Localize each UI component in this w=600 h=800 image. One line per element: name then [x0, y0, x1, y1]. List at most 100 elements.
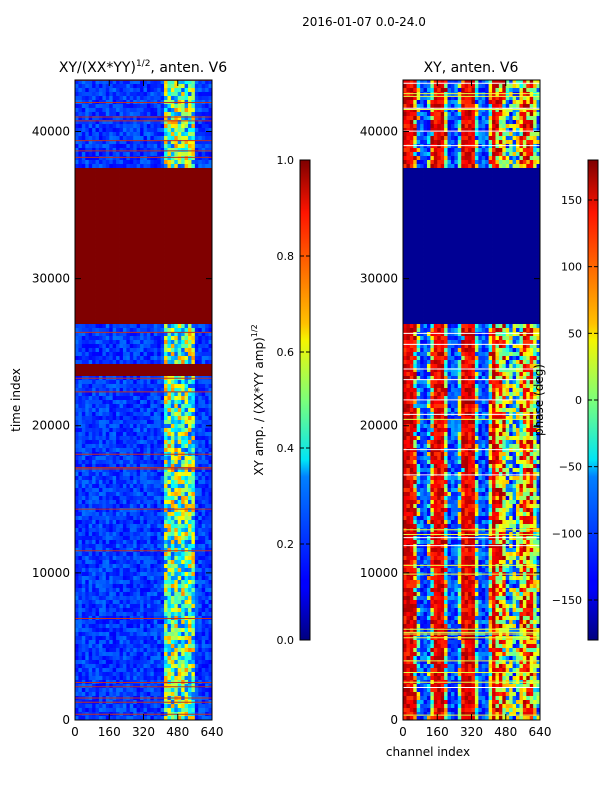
left-heatmap-cell	[153, 132, 158, 137]
left-heatmap-cell	[126, 444, 131, 449]
left-heatmap-cell	[98, 252, 103, 257]
left-heatmap-cell	[174, 532, 179, 537]
left-heatmap-cell	[92, 444, 96, 449]
left-heatmap-cell	[112, 540, 117, 545]
left-heatmap-cell	[198, 272, 203, 277]
left-heatmap-cell	[174, 96, 179, 101]
left-heatmap-cell	[191, 200, 196, 205]
left-heatmap-cell	[102, 504, 107, 509]
left-heatmap-cell	[167, 340, 172, 345]
left-heatmap-cell	[198, 416, 203, 421]
left-heatmap-cell	[122, 292, 127, 297]
left-heatmap-cell	[157, 348, 162, 353]
left-heatmap-cell	[205, 136, 209, 141]
left-heatmap-cell	[184, 540, 189, 545]
left-heatmap-cell	[126, 536, 131, 541]
left-heatmap-cell	[136, 128, 141, 133]
left-heatmap-cell	[78, 468, 83, 473]
left-heatmap-cell	[109, 460, 114, 465]
left-heatmap-cell	[174, 564, 179, 569]
left-heatmap-cell	[133, 124, 138, 129]
left-heatmap-cell	[88, 160, 93, 165]
left-heatmap-cell	[191, 244, 196, 249]
left-heatmap-cell	[75, 324, 79, 329]
left-heatmap-cell	[112, 512, 117, 517]
left-heatmap-cell	[146, 336, 151, 341]
left-heatmap-cell	[140, 552, 144, 557]
left-heatmap-cell	[181, 340, 185, 345]
left-heatmap-cell	[201, 292, 206, 297]
left-heatmap-cell	[188, 448, 192, 453]
left-heatmap-cell	[188, 112, 192, 117]
left-heatmap-cell	[95, 292, 100, 297]
left-heatmap-cell	[191, 532, 196, 537]
left-heatmap-cell	[153, 228, 158, 233]
left-heatmap-cell	[157, 276, 162, 281]
left-heatmap-cell	[188, 444, 192, 449]
left-heatmap-cell	[95, 372, 100, 377]
left-heatmap-cell	[198, 108, 203, 113]
left-heatmap-cell	[153, 368, 158, 373]
left-heatmap-cell	[112, 88, 117, 93]
left-heatmap-cell	[78, 404, 83, 409]
left-heatmap-cell	[112, 536, 117, 541]
left-heatmap-cell	[88, 368, 93, 373]
left-heatmap-cell	[92, 548, 96, 553]
left-heatmap-cell	[153, 176, 158, 181]
left-heatmap-cell	[160, 400, 165, 405]
left-heatmap-cell	[150, 360, 155, 365]
left-heatmap-cell	[133, 320, 138, 325]
left-heatmap-cell	[164, 232, 168, 237]
left-heatmap-cell	[85, 260, 90, 265]
left-heatmap-cell	[160, 492, 165, 497]
left-heatmap-cell	[208, 528, 212, 533]
left-heatmap-cell	[98, 232, 103, 237]
left-heatmap-cell	[143, 288, 148, 293]
left-heatmap-cell	[133, 424, 138, 429]
left-heatmap-cell	[153, 192, 158, 197]
left-heatmap-cell	[75, 152, 79, 157]
left-heatmap-cell	[143, 184, 148, 189]
left-heatmap-cell	[160, 324, 165, 329]
left-heatmap-cell	[122, 104, 127, 109]
left-heatmap-cell	[126, 564, 131, 569]
left-heatmap-cell	[150, 212, 155, 217]
left-heatmap-cell	[208, 436, 212, 441]
left-heatmap-cell	[102, 320, 107, 325]
left-heatmap-cell	[188, 416, 192, 421]
left-heatmap-cell	[129, 440, 134, 445]
left-heatmap-cell	[181, 288, 185, 293]
left-heatmap-cell	[133, 92, 138, 97]
left-heatmap-cell	[208, 568, 212, 573]
left-heatmap-cell	[102, 288, 107, 293]
left-heatmap-cell	[146, 244, 151, 249]
left-heatmap-cell	[184, 120, 189, 125]
left-heatmap-cell	[160, 148, 165, 153]
left-heatmap-cell	[167, 148, 172, 153]
left-heatmap-cell	[78, 88, 83, 93]
left-heatmap-cell	[181, 284, 185, 289]
left-heatmap-cell	[191, 416, 196, 421]
left-heatmap-cell	[102, 560, 107, 565]
left-heatmap-cell	[140, 568, 144, 573]
left-heatmap-cell	[85, 312, 90, 317]
left-heatmap-cell	[98, 304, 103, 309]
left-heatmap-cell	[205, 196, 209, 201]
left-heatmap-cell	[92, 560, 96, 565]
left-heatmap-cell	[177, 384, 182, 389]
left-heatmap-cell	[105, 448, 110, 453]
left-heatmap-cell	[208, 480, 212, 485]
left-heatmap-cell	[116, 320, 120, 325]
left-heatmap-cell	[129, 120, 134, 125]
left-heatmap-cell	[102, 180, 107, 185]
left-heatmap-cell	[194, 424, 199, 429]
left-heatmap-cell	[95, 316, 100, 321]
left-heatmap-cell	[136, 400, 141, 405]
left-heatmap-cell	[81, 300, 86, 305]
left-heatmap-cell	[140, 448, 144, 453]
left-heatmap-cell	[133, 312, 138, 317]
left-heatmap-cell	[98, 488, 103, 493]
left-heatmap-cell	[170, 156, 175, 161]
left-heatmap-cell	[188, 276, 192, 281]
left-heatmap-cell	[194, 564, 199, 569]
